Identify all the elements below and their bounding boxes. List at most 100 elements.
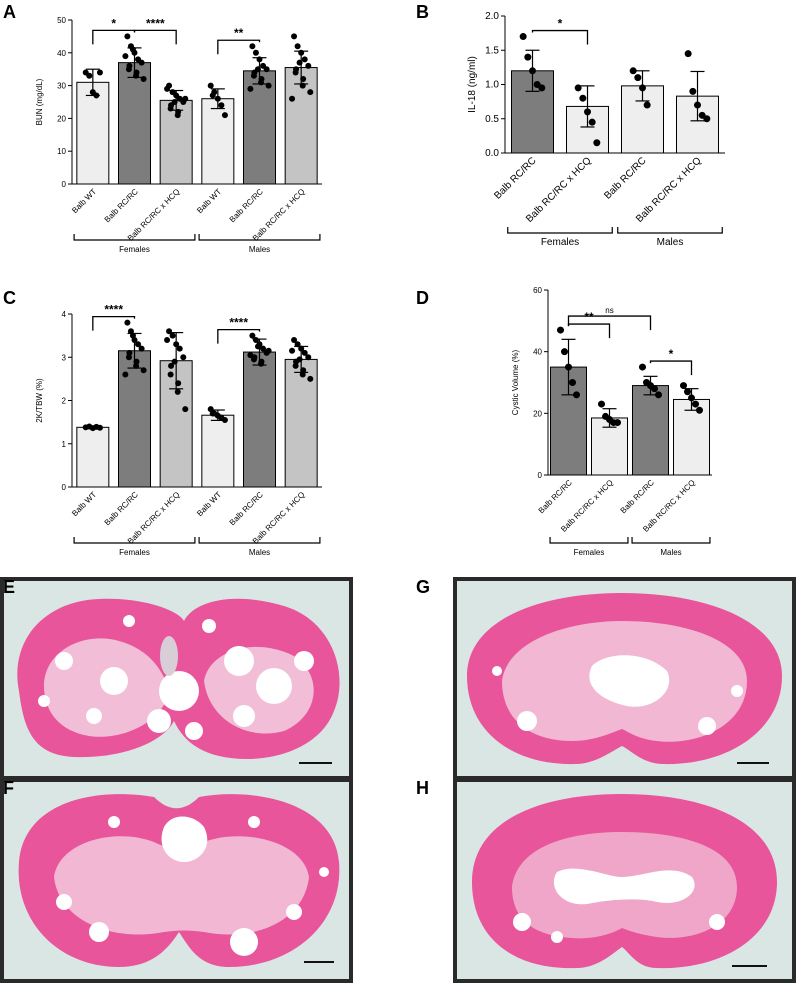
y-tick-label-b: 0.5 bbox=[485, 114, 499, 125]
data-point-a-2 bbox=[171, 99, 178, 105]
data-point-a-4 bbox=[258, 79, 265, 86]
data-point-c-4 bbox=[260, 345, 267, 352]
group-bracket-a bbox=[73, 234, 196, 241]
data-point-a-3 bbox=[214, 95, 221, 102]
data-point-c-1 bbox=[129, 332, 136, 339]
y-axis-label-d: Cystic Volume (%) bbox=[511, 349, 520, 415]
data-point-c-2 bbox=[182, 406, 189, 413]
data-point-c-1 bbox=[135, 341, 142, 348]
data-point-c-5 bbox=[307, 375, 314, 382]
data-point-a-5 bbox=[307, 89, 314, 96]
category-label-c-0: Balb WT bbox=[70, 490, 98, 518]
data-point-d-0 bbox=[561, 348, 568, 356]
significance-label-c: **** bbox=[229, 316, 248, 330]
y-tick-label-c: 4 bbox=[62, 310, 67, 319]
y-tick-label-b: 0.0 bbox=[485, 148, 499, 159]
group-label-a: Females bbox=[119, 245, 150, 254]
significance-bracket-d bbox=[567, 315, 652, 331]
data-point-c-2 bbox=[168, 362, 175, 369]
panel-label-f: F bbox=[3, 778, 14, 798]
data-point-c-5 bbox=[301, 349, 308, 356]
significance-label-a: ** bbox=[234, 26, 244, 40]
panel-label-e: E bbox=[3, 577, 16, 597]
data-point-c-2 bbox=[180, 354, 187, 361]
bar-c-0 bbox=[76, 426, 110, 488]
data-point-a-5 bbox=[291, 33, 298, 40]
significance-label-a: * bbox=[111, 16, 116, 30]
group-label-a: Males bbox=[249, 245, 270, 254]
data-point-a-2 bbox=[174, 112, 181, 119]
data-point-d-3 bbox=[688, 394, 695, 402]
data-point-b-1 bbox=[588, 118, 596, 126]
data-point-c-5 bbox=[300, 367, 307, 374]
data-point-c-2 bbox=[174, 388, 181, 395]
data-point-c-5 bbox=[289, 347, 296, 354]
data-point-b-3 bbox=[689, 87, 697, 95]
data-point-c-5 bbox=[298, 345, 305, 352]
micrograph-f bbox=[0, 778, 353, 983]
y-tick-label-d: 40 bbox=[533, 348, 542, 357]
data-point-b-1 bbox=[593, 139, 601, 147]
data-point-a-3 bbox=[209, 92, 216, 99]
data-point-d-0 bbox=[573, 391, 580, 399]
data-point-d-1 bbox=[614, 419, 621, 427]
data-point-a-5 bbox=[300, 76, 307, 83]
y-tick-label-b: 1.5 bbox=[485, 45, 499, 56]
y-tick-label-a: 0 bbox=[62, 180, 67, 189]
data-point-a-4 bbox=[254, 66, 261, 73]
micrograph-h bbox=[453, 778, 796, 983]
bar-a-3 bbox=[201, 98, 235, 185]
panel-label-h: H bbox=[416, 778, 429, 798]
data-point-a-5 bbox=[299, 82, 306, 89]
significance-label-a: **** bbox=[146, 16, 165, 30]
data-point-a-1 bbox=[124, 33, 131, 40]
bar-d-2 bbox=[632, 385, 669, 476]
data-point-a-5 bbox=[296, 59, 303, 66]
data-point-a-4 bbox=[265, 82, 272, 89]
y-tick-label-a: 20 bbox=[57, 114, 66, 123]
y-tick-label-d: 20 bbox=[533, 409, 542, 418]
data-point-c-1 bbox=[122, 371, 129, 378]
group-label-b: Females bbox=[541, 237, 579, 248]
data-point-d-3 bbox=[696, 406, 703, 414]
y-tick-label-a: 10 bbox=[57, 147, 66, 156]
group-label-d: Males bbox=[660, 548, 681, 557]
group-bracket-c bbox=[73, 537, 196, 544]
data-point-b-3 bbox=[684, 50, 692, 58]
data-point-a-5 bbox=[292, 69, 299, 76]
data-point-b-2 bbox=[629, 67, 637, 75]
data-point-b-1 bbox=[579, 94, 587, 102]
data-point-c-0 bbox=[96, 424, 103, 431]
data-point-c-2 bbox=[171, 358, 178, 365]
data-point-a-4 bbox=[256, 56, 263, 63]
bar-c-3 bbox=[201, 414, 235, 488]
data-point-c-4 bbox=[265, 347, 272, 354]
bar-a-0 bbox=[76, 81, 110, 185]
category-label-a-1: Balb RC/RC bbox=[103, 187, 140, 224]
panel-label-c: C bbox=[3, 288, 16, 308]
data-point-a-5 bbox=[301, 56, 308, 63]
data-point-d-3 bbox=[680, 382, 687, 390]
kidney-section-f bbox=[4, 782, 349, 979]
data-point-c-2 bbox=[167, 371, 174, 378]
significance-label-b: * bbox=[558, 17, 563, 31]
category-label-a-3: Balb WT bbox=[195, 187, 223, 215]
significance-bracket-a bbox=[217, 39, 261, 55]
bar-a-1 bbox=[118, 62, 151, 185]
data-point-a-4 bbox=[247, 85, 254, 92]
category-label-a-0: Balb WT bbox=[70, 187, 98, 215]
panel-label-g: G bbox=[416, 577, 431, 597]
data-point-d-0 bbox=[557, 326, 564, 334]
data-point-c-4 bbox=[249, 332, 256, 339]
data-point-b-1 bbox=[584, 108, 591, 116]
significance-bracket-d bbox=[567, 323, 611, 339]
data-point-b-2 bbox=[634, 74, 642, 82]
category-label-d-0: Balb RC/RC bbox=[537, 478, 574, 515]
y-tick-label-c: 3 bbox=[62, 353, 67, 362]
kidney-section-e bbox=[4, 581, 349, 776]
data-point-d-0 bbox=[569, 379, 576, 386]
data-point-a-4 bbox=[252, 49, 259, 56]
data-point-a-5 bbox=[289, 95, 296, 102]
category-label-d-2: Balb RC/RC bbox=[619, 478, 656, 515]
data-point-c-5 bbox=[294, 341, 301, 348]
